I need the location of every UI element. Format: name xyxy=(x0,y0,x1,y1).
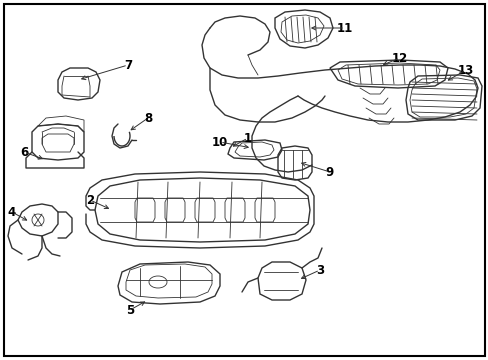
Text: 10: 10 xyxy=(211,135,228,149)
Text: 4: 4 xyxy=(8,206,16,219)
Text: 6: 6 xyxy=(20,145,28,158)
Text: 3: 3 xyxy=(315,264,324,276)
Text: 9: 9 xyxy=(325,166,333,179)
Text: 11: 11 xyxy=(336,22,352,35)
Text: 5: 5 xyxy=(125,303,134,316)
Text: 8: 8 xyxy=(143,112,152,125)
Text: 2: 2 xyxy=(86,194,94,207)
Text: 12: 12 xyxy=(391,51,407,64)
Text: 1: 1 xyxy=(244,131,251,144)
Text: 7: 7 xyxy=(123,59,132,72)
Text: 13: 13 xyxy=(457,63,473,77)
